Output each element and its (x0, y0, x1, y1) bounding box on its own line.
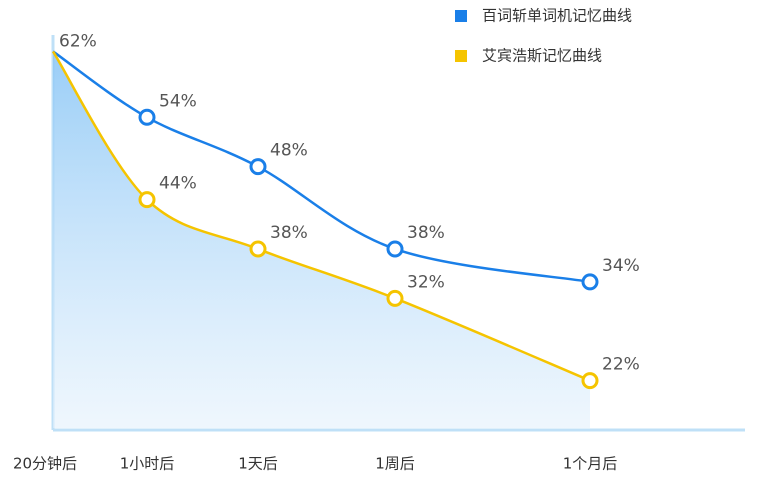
point (138, 108, 156, 126)
data-label: 38% (407, 223, 445, 243)
data-label: 62% (59, 31, 97, 51)
point (386, 240, 404, 258)
area (53, 51, 590, 428)
data-label: 44% (159, 174, 197, 194)
x-tick-label: 1个月后 (563, 455, 618, 473)
legend-swatch (455, 10, 467, 22)
data-label: 34% (602, 256, 640, 276)
point (581, 273, 599, 291)
x-tick-label: 1天后 (238, 455, 278, 473)
x-tick-label: 1周后 (375, 455, 415, 473)
data-label: 32% (407, 272, 445, 292)
point (249, 240, 267, 258)
point (138, 191, 156, 209)
x-tick-label: 20分钟后 (13, 455, 77, 473)
legend-swatch (455, 50, 467, 62)
point (581, 372, 599, 390)
legend-label: 百词斩单词机记忆曲线 (482, 7, 632, 25)
x-tick-label: 1小时后 (120, 455, 175, 473)
data-label: 54% (159, 91, 197, 111)
point (386, 289, 404, 307)
data-label: 48% (270, 141, 308, 161)
line (52, 50, 591, 284)
data-label: 38% (270, 223, 308, 243)
point (249, 158, 267, 176)
legend-label: 艾宾浩斯记忆曲线 (482, 47, 602, 65)
data-label: 22% (602, 355, 640, 375)
